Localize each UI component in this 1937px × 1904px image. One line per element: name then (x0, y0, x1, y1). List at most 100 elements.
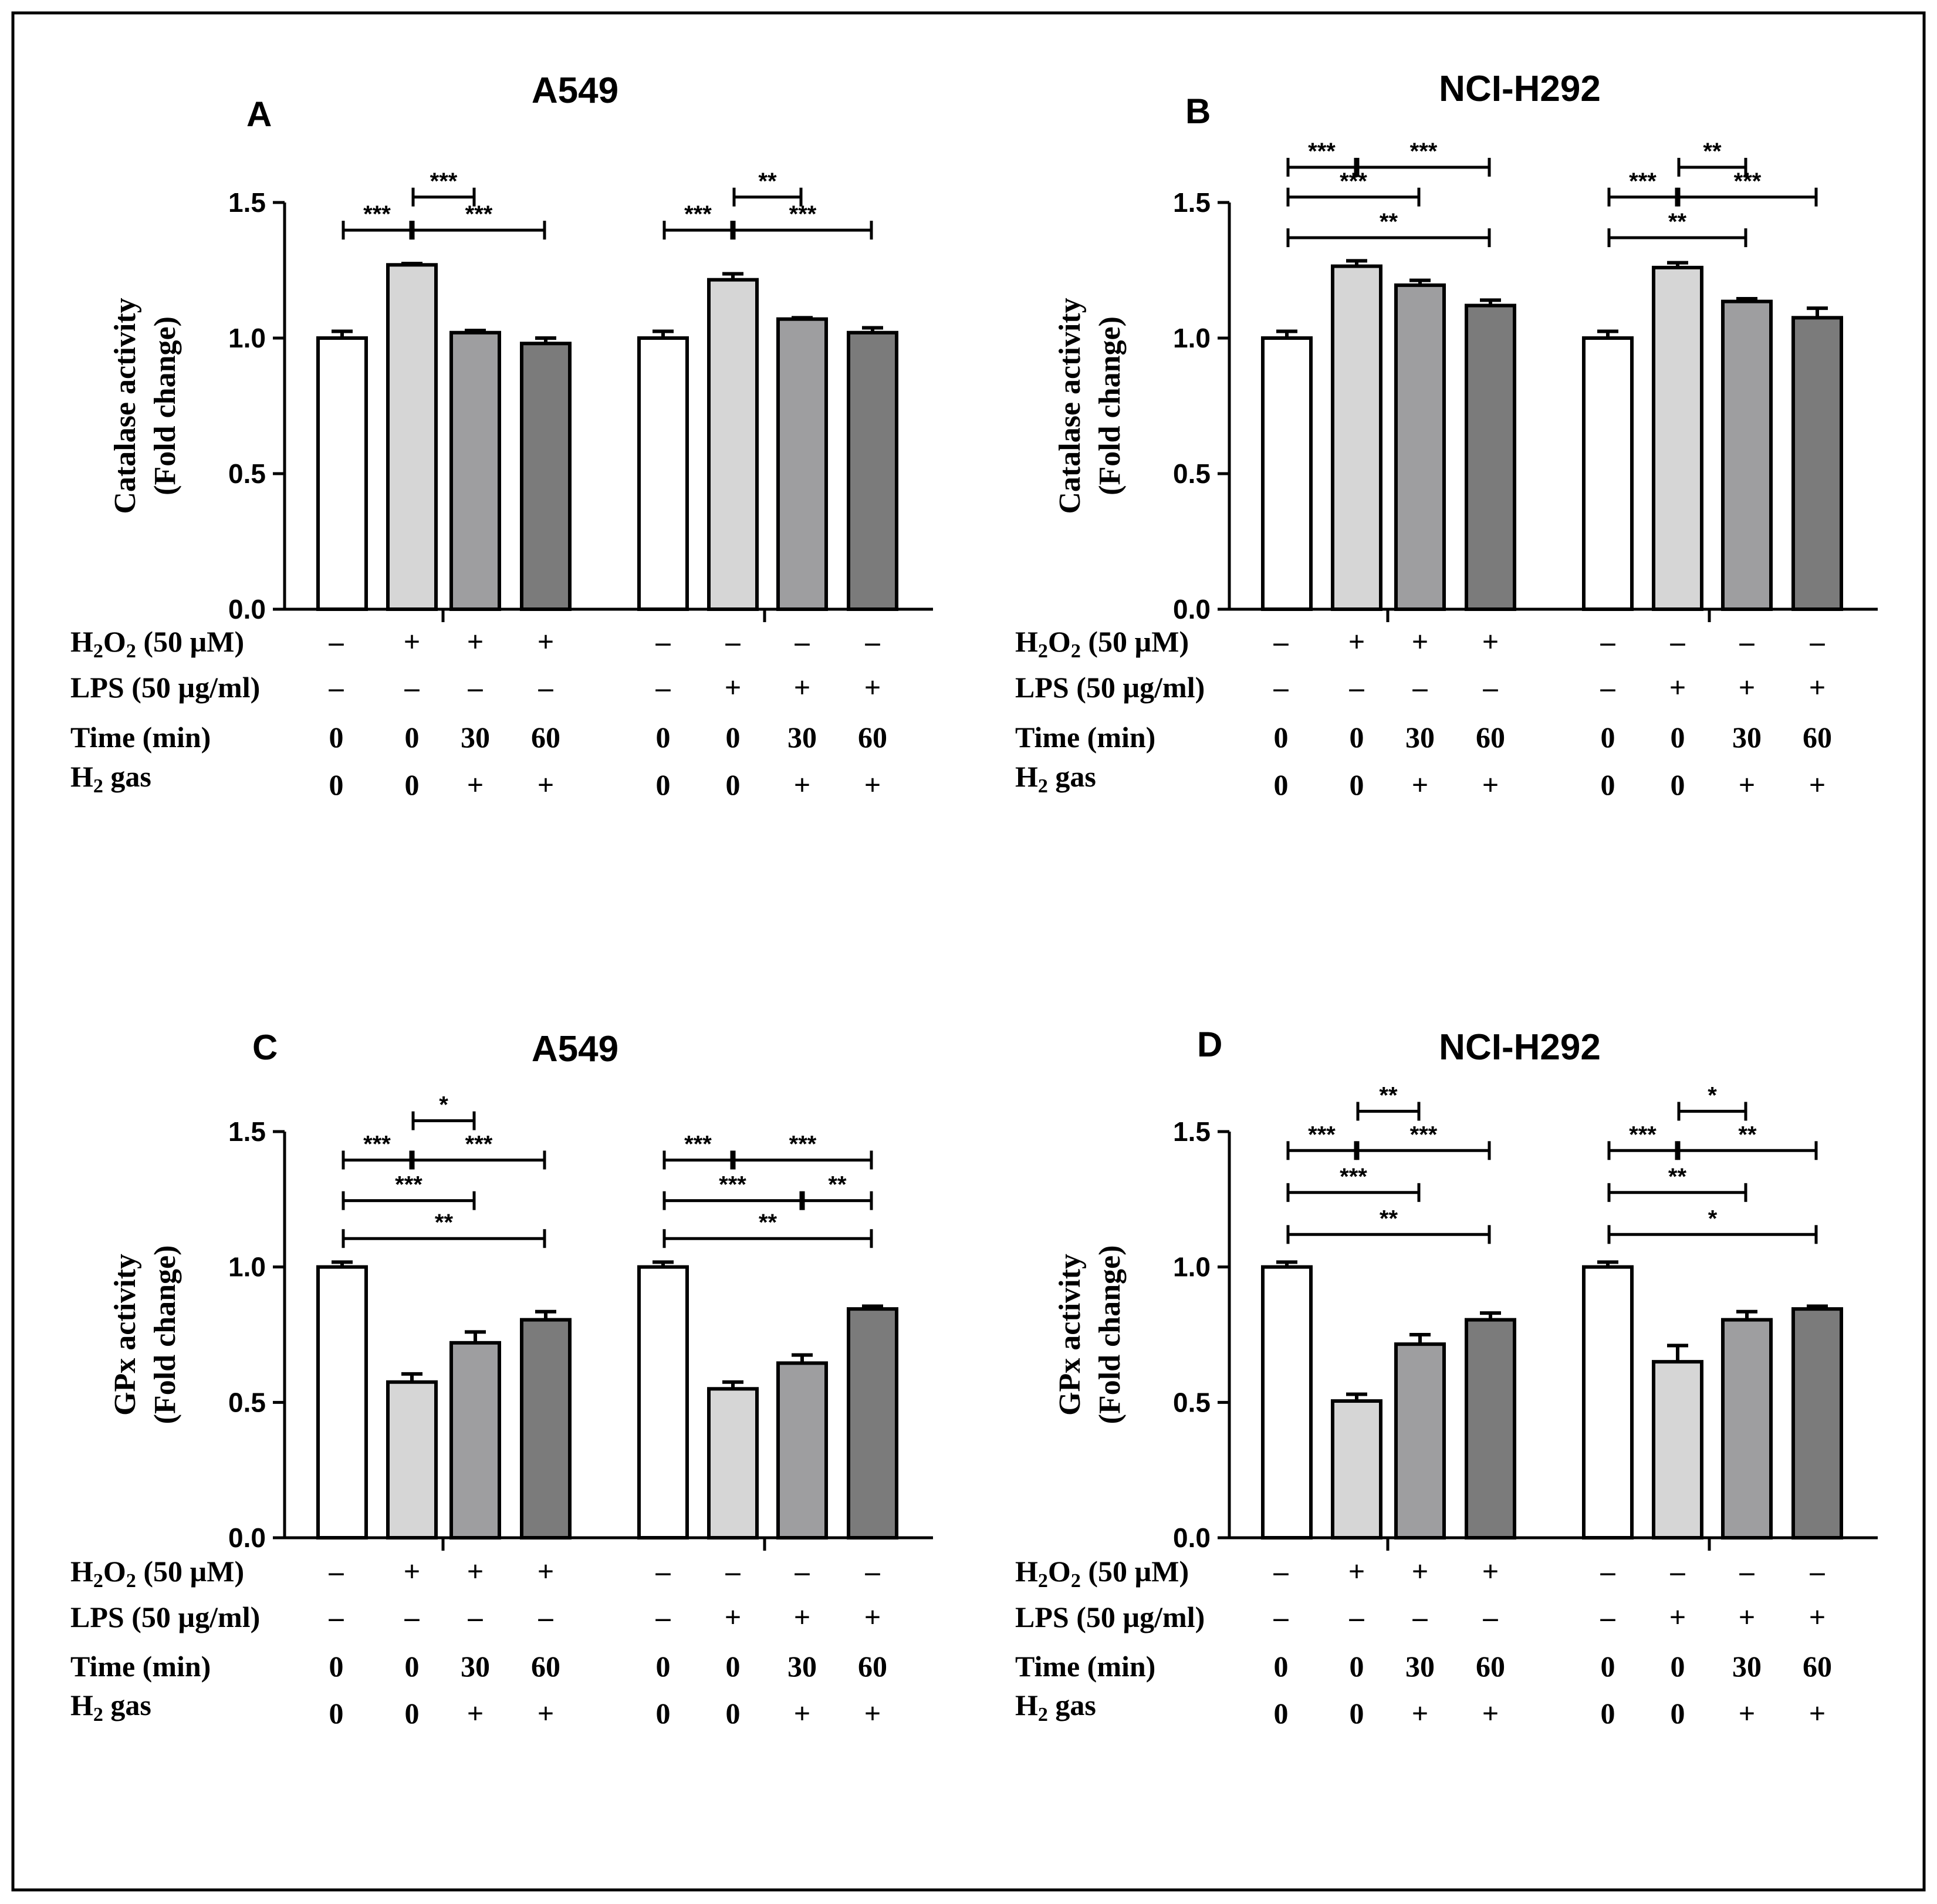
condition-time: 0 (329, 721, 344, 754)
significance-label: ** (1379, 1082, 1398, 1108)
panel-title: NCI-H292 (1439, 1027, 1601, 1068)
significance-label: *** (684, 1131, 712, 1157)
significance-label: *** (1410, 139, 1438, 164)
significance-bracket: ** (1607, 1164, 1747, 1202)
condition-lps: + (725, 1601, 742, 1633)
condition-lps: – (404, 671, 420, 704)
row-label-h2gas: H2 gas (70, 760, 151, 797)
significance-bracket: * (411, 1092, 476, 1130)
condition-time: 0 (1671, 1650, 1685, 1683)
condition-h2gas: 0 (329, 768, 344, 801)
condition-h2o2: – (865, 625, 881, 658)
significance-bracket: *** (411, 168, 476, 207)
significance-label: *** (1308, 1122, 1336, 1147)
condition-h2o2: + (538, 625, 555, 658)
bar (776, 317, 828, 611)
condition-lps: – (1600, 1601, 1616, 1633)
condition-h2o2: – (865, 1555, 881, 1588)
y-axis-label: GPx activity (1053, 1254, 1087, 1416)
y-axis-label: (Fold change) (1093, 1245, 1127, 1424)
condition-h2gas: + (1412, 1697, 1429, 1730)
condition-h2o2: + (404, 625, 421, 658)
bar (520, 1318, 572, 1540)
significance-label: *** (1410, 1122, 1438, 1147)
condition-time: 30 (1405, 1650, 1435, 1683)
condition-h2o2: + (1348, 625, 1365, 658)
condition-h2o2: – (1600, 625, 1616, 658)
bar (1394, 1342, 1446, 1540)
row-label-time: Time (min) (70, 721, 211, 754)
condition-h2o2: + (467, 1555, 484, 1588)
y-tick-label: 1.5 (1173, 187, 1211, 218)
condition-lps: – (1273, 671, 1289, 704)
significance-label: *** (363, 201, 391, 227)
row-label-lps: LPS (50 µg/ml) (1015, 671, 1205, 704)
row-label-part: 2 (1038, 1570, 1048, 1592)
row-label-part: H (70, 760, 93, 793)
condition-h2o2: + (1482, 625, 1499, 658)
row-label-h2o2: H2O2 (50 µM) (70, 1555, 244, 1592)
condition-time: 60 (1803, 1650, 1832, 1683)
significance-label: ** (759, 1210, 777, 1235)
significance-label: ** (1703, 139, 1722, 164)
row-label-part: H (1015, 1555, 1038, 1588)
row-label-time: Time (min) (1015, 721, 1155, 754)
y-tick-label: 1.5 (1173, 1116, 1211, 1147)
condition-time: 60 (1476, 1650, 1505, 1683)
condition-time: 0 (1350, 721, 1364, 754)
significance-bracket: ** (732, 168, 803, 207)
condition-h2gas: 0 (726, 768, 741, 801)
panel-letter: B (1185, 92, 1211, 131)
y-tick-label: 1.5 (228, 1116, 266, 1147)
condition-h2gas: 0 (656, 1697, 671, 1730)
condition-time: 60 (531, 721, 560, 754)
condition-time: 30 (787, 721, 817, 754)
bar (1721, 1318, 1773, 1540)
condition-h2gas: + (864, 768, 881, 801)
condition-lps: – (538, 1601, 554, 1633)
y-tick-label: 1.5 (228, 187, 266, 218)
row-label-part: 2 (126, 1570, 136, 1592)
significance-bracket: * (1607, 1206, 1818, 1244)
condition-h2gas: + (538, 1697, 555, 1730)
significance-bracket: *** (342, 201, 413, 240)
condition-h2o2: + (1482, 1555, 1499, 1588)
significance-label: ** (1380, 1206, 1398, 1231)
condition-h2gas: 0 (1350, 768, 1364, 801)
condition-h2gas: 0 (1601, 768, 1615, 801)
condition-lps: + (794, 1601, 811, 1633)
significance-bracket: *** (662, 201, 733, 240)
row-label-part: H (1015, 1689, 1038, 1721)
condition-time: 0 (329, 1650, 344, 1683)
condition-lps: – (1483, 671, 1499, 704)
bar (1652, 1360, 1703, 1540)
significance-label: ** (758, 168, 777, 194)
significance-bracket: *** (1677, 168, 1818, 207)
row-label-part: H (70, 1555, 93, 1588)
condition-lps: + (864, 671, 881, 704)
row-label-lps: LPS (50 µg/ml) (70, 1601, 260, 1633)
y-axis-label: (Fold change) (1093, 316, 1127, 495)
bar (1331, 1399, 1382, 1540)
condition-lps: – (329, 1601, 344, 1633)
y-tick-label: 1.0 (1173, 1252, 1211, 1282)
condition-time: 0 (1601, 1650, 1615, 1683)
condition-h2o2: + (1412, 1555, 1429, 1588)
significance-label: *** (719, 1172, 746, 1198)
bar (776, 1361, 828, 1540)
bar (1261, 336, 1313, 611)
row-label-h2gas: H2 gas (70, 1689, 151, 1726)
condition-lps: + (1739, 671, 1756, 704)
significance-bracket: ** (662, 1210, 873, 1248)
condition-h2gas: + (467, 1697, 484, 1730)
condition-h2o2: – (795, 625, 810, 658)
significance-bracket: *** (411, 201, 546, 240)
condition-h2o2: + (1348, 1555, 1365, 1588)
significance-label: *** (789, 1131, 817, 1157)
condition-time: 0 (1671, 721, 1685, 754)
significance-bracket: *** (1356, 1122, 1491, 1160)
figure-border (11, 11, 1926, 1892)
significance-label: ** (435, 1210, 454, 1235)
